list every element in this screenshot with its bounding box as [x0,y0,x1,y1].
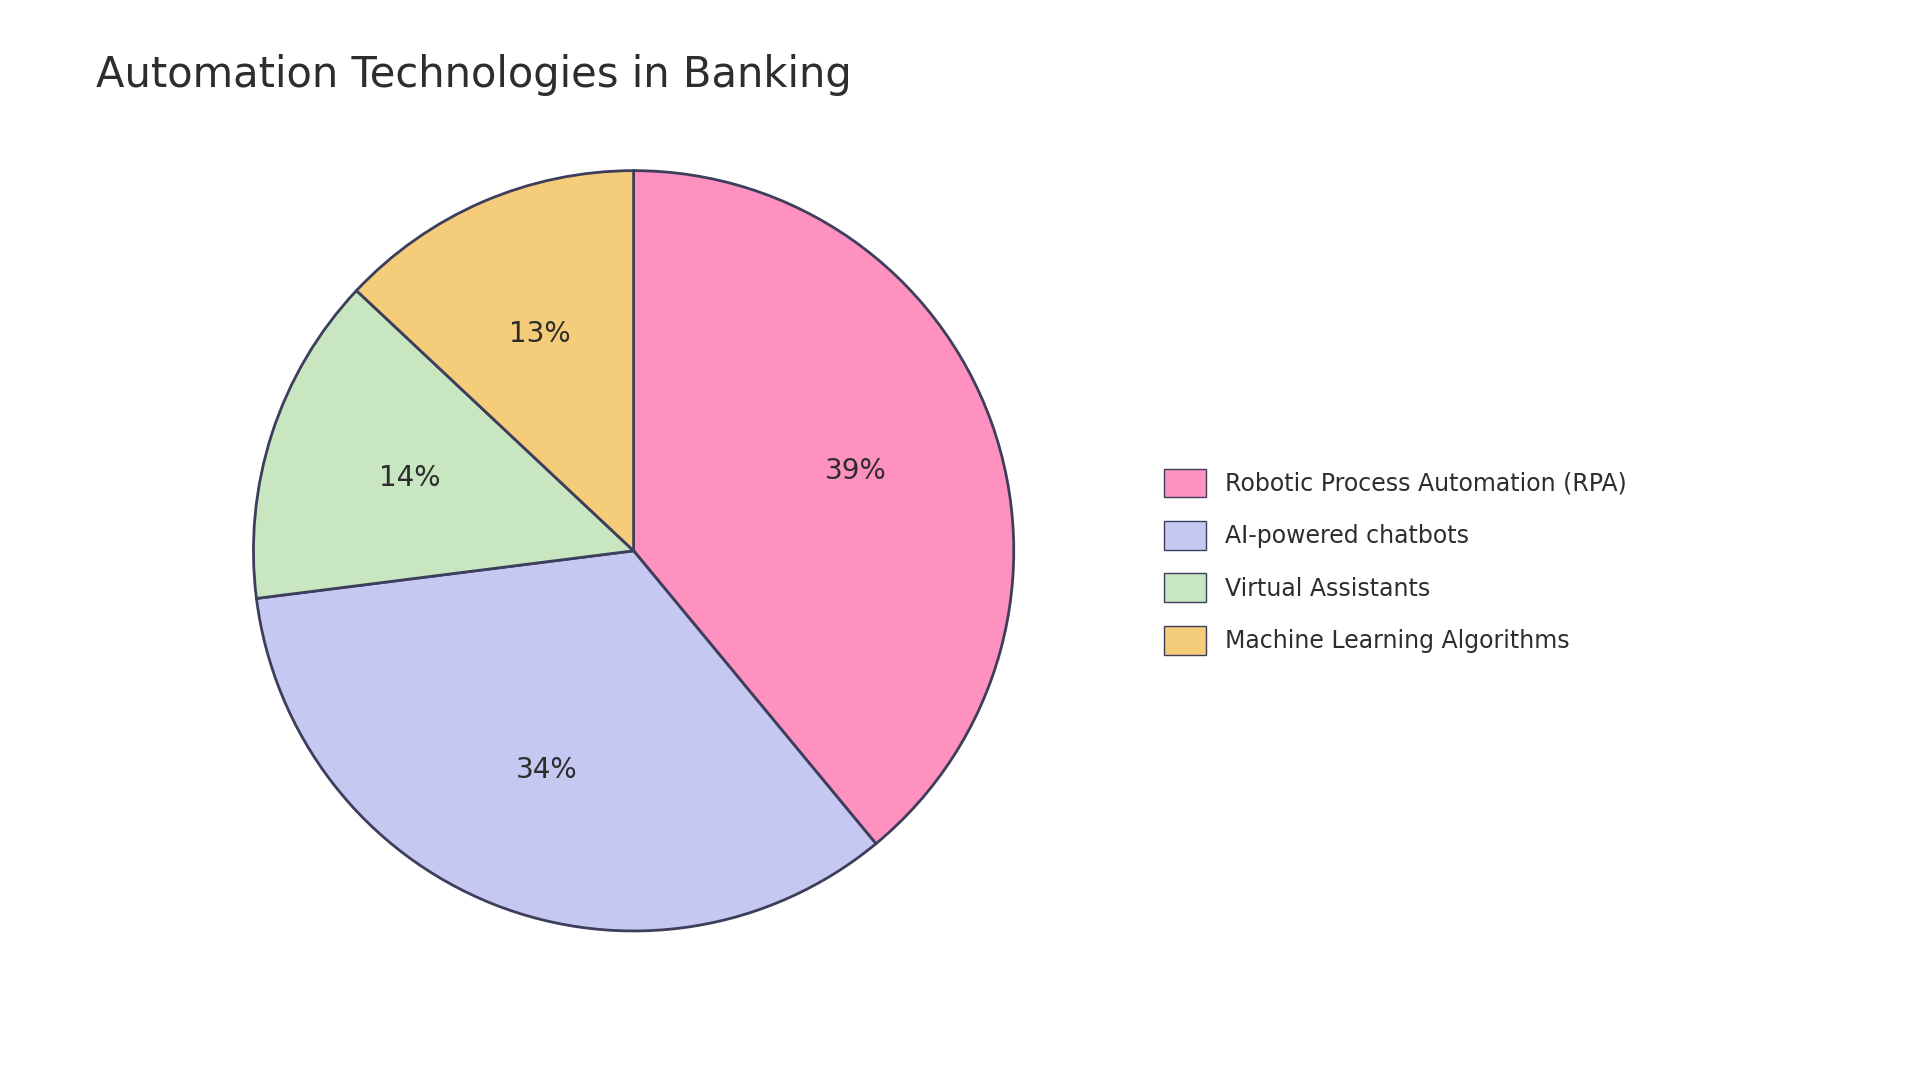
Text: 14%: 14% [378,464,440,492]
Text: Automation Technologies in Banking: Automation Technologies in Banking [96,54,852,96]
Legend: Robotic Process Automation (RPA), AI-powered chatbots, Virtual Assistants, Machi: Robotic Process Automation (RPA), AI-pow… [1164,469,1626,654]
Wedge shape [357,171,634,551]
Text: 34%: 34% [516,756,578,784]
Wedge shape [257,551,876,931]
Wedge shape [253,291,634,598]
Text: 13%: 13% [509,321,570,349]
Text: 39%: 39% [824,457,887,485]
Wedge shape [634,171,1014,843]
